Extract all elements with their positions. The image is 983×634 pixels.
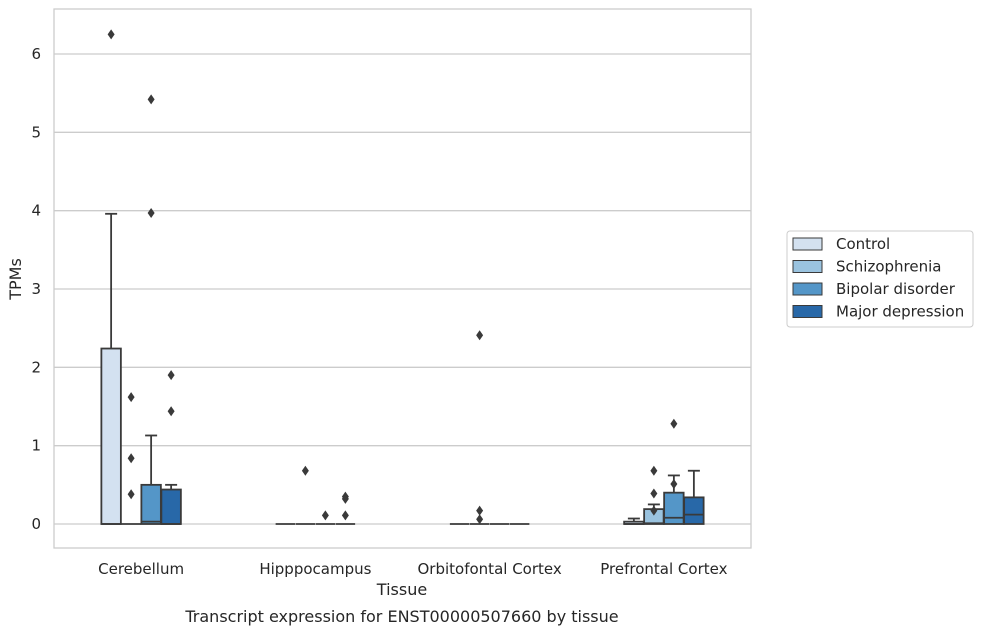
legend-label: Control: [836, 235, 890, 253]
outlier-point: [670, 479, 677, 489]
outlier-point: [148, 208, 155, 218]
outlier-point: [322, 510, 329, 520]
y-tick-labels: 0 1 2 3 4 5 6: [31, 45, 41, 533]
outlier-point: [168, 406, 175, 416]
legend: Control Schizophrenia Bipolar disorder Majo…: [787, 231, 973, 327]
box-control: [624, 519, 644, 524]
box-bipolar-disorder: [141, 435, 161, 524]
outlier-point: [476, 506, 483, 516]
box-body: [664, 493, 684, 524]
outlier-point: [128, 489, 135, 499]
legend-swatch: [793, 238, 822, 250]
y-tick-label: 4: [31, 202, 41, 220]
x-tick-label: Cerebellum: [98, 560, 184, 578]
box-body: [161, 490, 181, 524]
y-axis-label: TPMs: [6, 258, 25, 301]
legend-swatch: [793, 261, 822, 273]
plot-frame: [54, 9, 751, 548]
outliers: [108, 29, 678, 524]
outlier-point: [670, 419, 677, 429]
outlier-point: [342, 510, 349, 520]
outlier-point: [148, 94, 155, 104]
legend-swatch: [793, 283, 822, 295]
outlier-point: [168, 370, 175, 380]
y-tick-label: 5: [31, 123, 41, 141]
x-tick-label: Orbitofontal Cortex: [418, 560, 562, 578]
legend-label: Schizophrenia: [836, 258, 941, 276]
box-body: [101, 349, 121, 524]
box-major-depression: [161, 485, 181, 524]
y-tick-label: 1: [31, 437, 41, 455]
y-tick-label: 3: [31, 280, 41, 298]
box-body: [684, 497, 704, 524]
outlier-point: [128, 453, 135, 463]
legend-label: Bipolar disorder: [836, 280, 956, 298]
x-tick-labels: Cerebellum Hipppocampus Orbitofontal Corte…: [98, 560, 727, 578]
boxplot-chart: 0 1 2 3 4 5 6 Cerebellum Hipppocampus Orbitofont…: [0, 0, 983, 634]
outlier-point: [128, 392, 135, 402]
y-tick-label: 0: [31, 515, 41, 533]
outlier-point: [302, 466, 309, 476]
chart-caption: Transcript expression for ENST0000050766…: [184, 607, 618, 626]
outlier-point: [476, 514, 483, 524]
box-control: [101, 214, 121, 524]
x-tick-label: Prefrontal Cortex: [600, 560, 727, 578]
y-tick-label: 6: [31, 45, 41, 63]
boxes: [101, 214, 703, 524]
x-axis-label: Tissue: [376, 580, 427, 599]
outlier-point: [476, 330, 483, 340]
gridlines: [54, 54, 751, 524]
outlier-point: [650, 466, 657, 476]
legend-swatch: [793, 306, 822, 318]
outlier-point: [108, 29, 115, 39]
x-tick-label: Hipppocampus: [259, 560, 371, 578]
outlier-point: [650, 488, 657, 498]
box-body: [141, 485, 161, 524]
legend-label: Major depression: [836, 303, 964, 321]
box-major-depression: [684, 471, 704, 524]
y-tick-label: 2: [31, 358, 41, 376]
